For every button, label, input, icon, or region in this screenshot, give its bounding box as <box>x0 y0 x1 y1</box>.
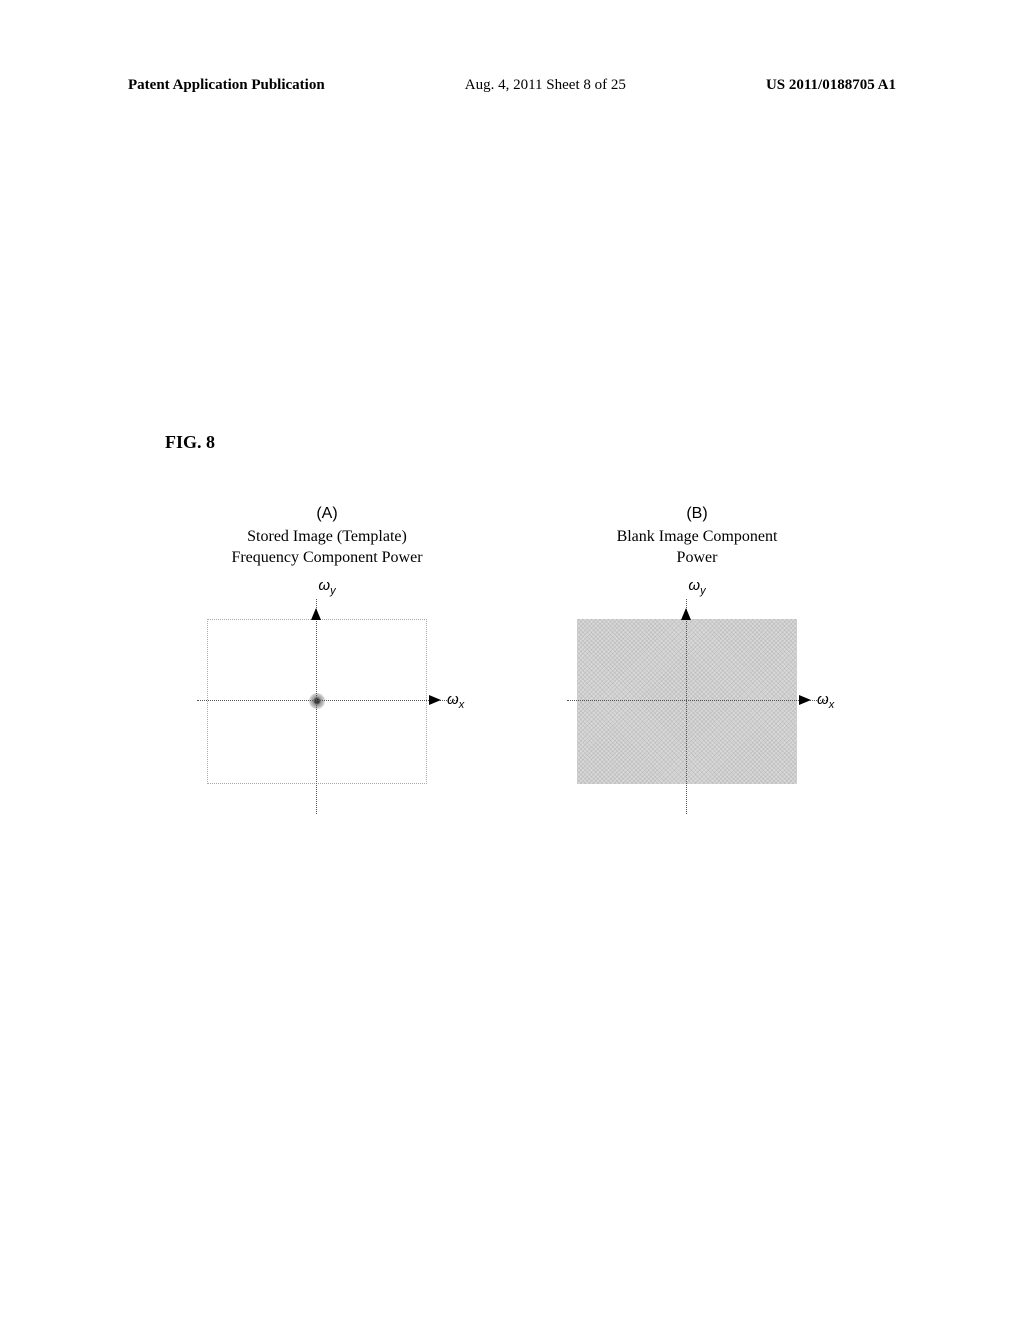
panel-a-x-sub: x <box>459 699 465 711</box>
page-header: Patent Application Publication Aug. 4, 2… <box>0 77 1024 94</box>
figure-content: (A) Stored Image (Template) Frequency Co… <box>0 505 1024 814</box>
panel-b-x-axis <box>567 700 827 702</box>
panel-b-y-axis-label: ωy <box>688 577 705 597</box>
panel-b-letter: (B) <box>686 505 707 523</box>
panel-a-y-arrow-icon <box>311 608 321 620</box>
panel-a-x-omega: ω <box>447 691 459 708</box>
panel-b-x-axis-label: ωx <box>817 691 834 711</box>
panel-a-plot: ωx <box>197 599 457 814</box>
panel-a-x-arrow-icon <box>429 695 441 705</box>
panel-a-y-axis <box>316 599 318 814</box>
header-right-text: US 2011/0188705 A1 <box>766 77 896 94</box>
panel-a-letter: (A) <box>316 505 337 523</box>
panel-b-y-sub: y <box>700 585 706 597</box>
panel-a-y-omega: ω <box>318 577 330 594</box>
panel-a-y-sub: y <box>330 585 336 597</box>
header-center-text: Aug. 4, 2011 Sheet 8 of 25 <box>465 77 626 94</box>
panel-b-plot: ωx <box>567 599 827 814</box>
panel-b-title-line1: Blank Image Component <box>617 528 778 545</box>
panel-b-title-line2: Power <box>677 549 718 566</box>
panel-a: (A) Stored Image (Template) Frequency Co… <box>182 505 472 814</box>
panel-a-y-axis-label: ωy <box>318 577 335 597</box>
panel-b-y-omega: ω <box>688 577 700 594</box>
panel-a-x-axis <box>197 700 457 702</box>
header-left-text: Patent Application Publication <box>128 77 325 94</box>
panel-a-title-line2: Frequency Component Power <box>231 549 422 566</box>
panel-b-x-omega: ω <box>817 691 829 708</box>
panel-b-y-arrow-icon <box>681 608 691 620</box>
panel-a-title-line1: Stored Image (Template) <box>247 528 407 545</box>
panel-b-x-arrow-icon <box>799 695 811 705</box>
panel-b: (B) Blank Image Component Power ωy ωx <box>552 505 842 814</box>
panel-a-x-axis-label: ωx <box>447 691 464 711</box>
panel-b-x-sub: x <box>829 699 835 711</box>
figure-label: FIG. 8 <box>165 432 215 453</box>
panel-b-title: Blank Image Component Power <box>617 527 778 569</box>
panel-a-title: Stored Image (Template) Frequency Compon… <box>231 527 422 569</box>
panel-b-y-axis <box>686 599 688 814</box>
